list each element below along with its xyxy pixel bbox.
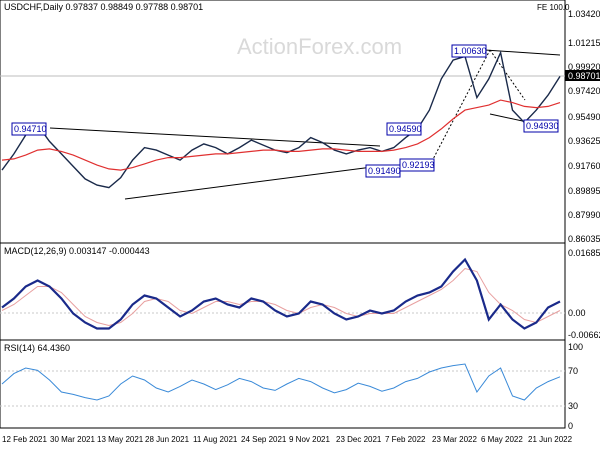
x-tick: 9 Nov 2021 [289,435,330,444]
macd-signal-series [1,267,561,327]
price-tick: 0.86035 [568,234,600,244]
macd-tick: 0.016856 [568,248,600,258]
annotation-label: 0.94710 [14,124,47,134]
x-tick: 7 Feb 2022 [385,435,426,444]
x-tick: 6 May 2022 [481,435,523,444]
macd-tick: -0.006629 [568,330,600,340]
moving-average-series [1,99,561,171]
annotation-label: 0.94930 [526,121,559,131]
price-tick: 0.95490 [568,112,600,122]
fe-label: FE 100.0 [537,3,570,12]
x-tick: 28 Jun 2021 [145,435,190,444]
x-tick: 21 Jun 2022 [528,435,573,444]
rsi-title: RSI(14) 64.4360 [4,343,70,353]
price-tick: 0.89895 [568,186,600,196]
annotation-label: 0.91490 [368,166,401,176]
price-tick: 0.97420 [568,86,600,96]
price-tick: 1.03420 [568,9,600,19]
macd-tick: 0.00 [568,308,586,318]
x-tick: 24 Sep 2021 [241,435,287,444]
chart-header: USDCHF,Daily 0.97837 0.98849 0.97788 0.9… [4,2,203,12]
annotation-label: 0.92193 [402,160,435,170]
x-tick: 13 May 2021 [97,435,144,444]
rsi-tick: 100 [568,342,583,352]
rsi-panel [0,339,566,429]
rsi-tick: 30 [568,401,578,411]
price-tick: 0.87990 [568,210,600,220]
x-axis: 12 Feb 2021 30 Mar 2021 13 May 2021 28 J… [2,435,573,444]
price-tick: 0.91760 [568,161,600,171]
x-tick: 23 Mar 2022 [432,435,477,444]
price-tick: 0.99920 [568,62,600,72]
annotation-label: 0.94590 [389,124,422,134]
price-tick: 1.01215 [568,38,600,48]
rsi-tick: 70 [568,366,578,376]
macd-main-series [1,257,561,330]
x-tick: 30 Mar 2021 [50,435,95,444]
current-price-label: 0.98701 [568,71,600,81]
price-panel [0,0,566,244]
macd-panel [0,242,566,341]
rsi-series [1,363,561,401]
x-tick: 12 Feb 2021 [2,435,47,444]
annotation-label: 1.00630 [454,46,487,56]
price-yaxis: 1.03420 1.01215 0.99920 0.97420 0.95490 … [568,9,600,244]
price-tick: 0.93625 [568,136,600,146]
rsi-tick: 0 [568,421,573,431]
watermark: ActionForex.com [237,34,402,59]
x-tick: 23 Dec 2021 [336,435,382,444]
x-tick: 11 Aug 2021 [193,435,238,444]
price-annotations: 0.94710 0.94590 1.00630 0.94930 0.92193 … [11,44,559,178]
macd-title: MACD(12,26,9) 0.003147 -0.000443 [4,246,150,256]
